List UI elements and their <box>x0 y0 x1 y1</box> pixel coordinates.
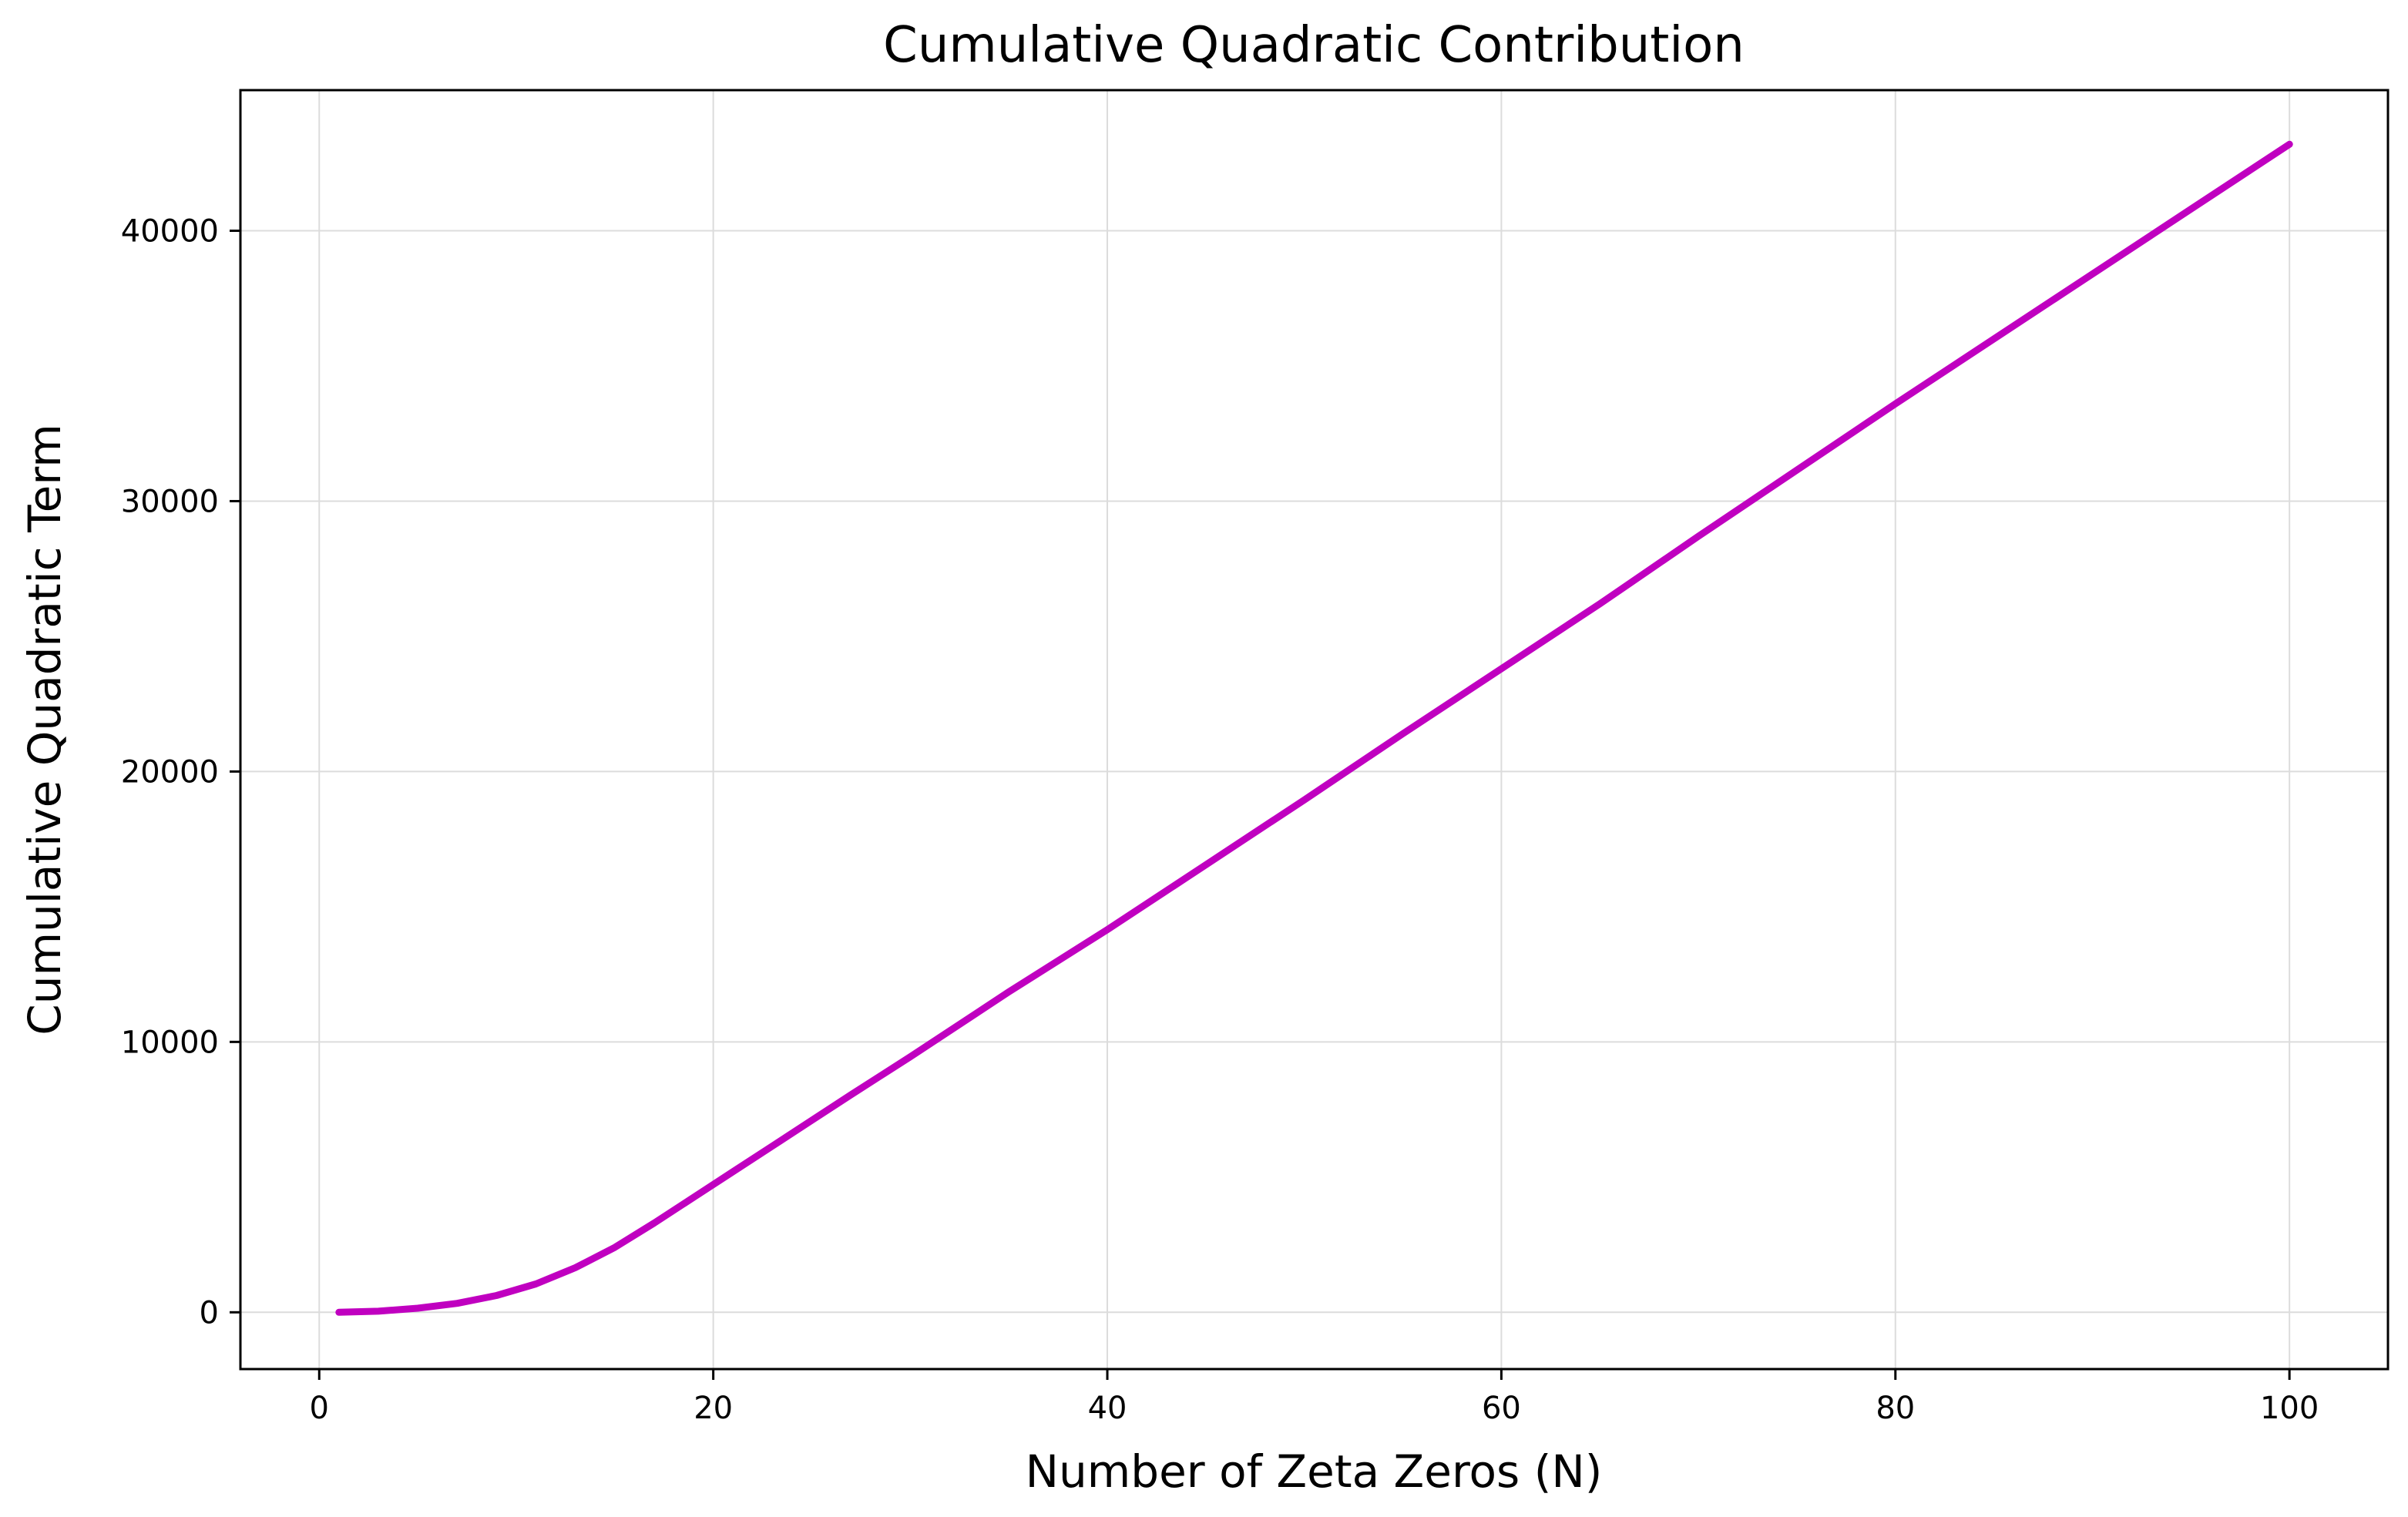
y-tick-label: 20000 <box>121 754 219 790</box>
x-axis-ticks: 0 20 40 60 80 100 <box>310 1369 2319 1426</box>
chart-title: Cumulative Quadratic Contribution <box>883 17 1745 74</box>
grid-lines <box>240 90 2388 1369</box>
x-tick-label: 40 <box>1088 1391 1127 1426</box>
x-axis-label: Number of Zeta Zeros (N) <box>1026 1445 1603 1498</box>
x-tick-label: 0 <box>310 1391 329 1426</box>
plot-area-frame <box>239 89 2390 1371</box>
y-tick-label: 10000 <box>121 1025 219 1060</box>
x-tick-label: 60 <box>1482 1391 1521 1426</box>
y-axis-ticks: 0 10000 20000 30000 40000 <box>121 213 240 1331</box>
y-tick-label: 40000 <box>121 213 219 249</box>
series-layer <box>335 140 2293 1316</box>
y-tick-label: 0 <box>200 1295 219 1331</box>
x-tick-label: 20 <box>694 1391 733 1426</box>
series-line-0 <box>335 140 2293 1316</box>
x-tick-label: 100 <box>2260 1391 2319 1426</box>
x-tick-label: 80 <box>1876 1391 1915 1426</box>
y-axis-label: Cumulative Quadratic Term <box>18 424 71 1035</box>
y-tick-label: 30000 <box>121 484 219 519</box>
